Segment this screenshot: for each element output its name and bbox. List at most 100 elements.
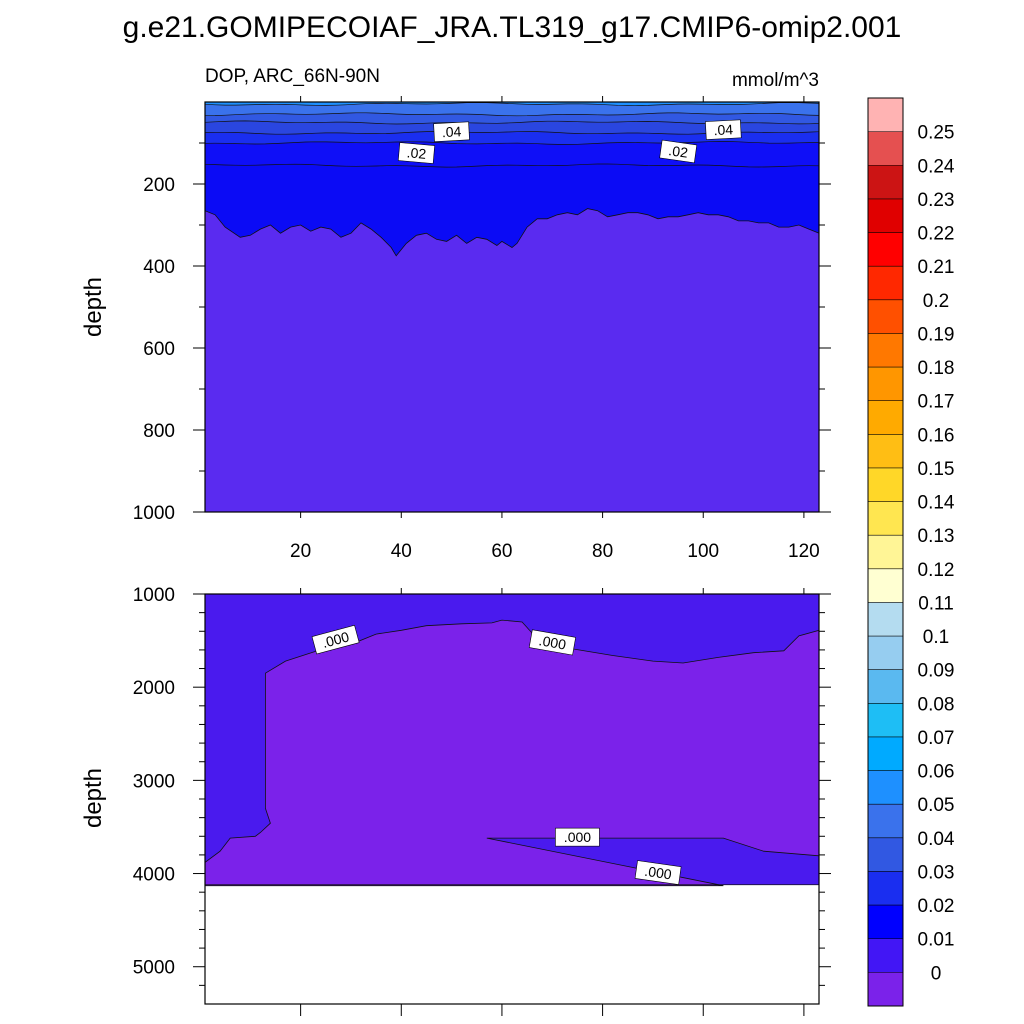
lower-y-tick-label: 5000	[133, 958, 175, 979]
lower-tick-marks: 1000 2000 3000 4000 5000	[133, 585, 831, 1016]
upper-y-tick-label: 800	[143, 421, 175, 442]
svg-text:.04: .04	[441, 123, 461, 140]
colorbar-label: 0.25	[918, 123, 955, 144]
colorbar-swatch	[868, 972, 903, 1007]
variable-label: DOP, ARC_66N-90N	[205, 66, 380, 87]
lower-contour-label: .000	[555, 827, 600, 847]
colorbar-label: 0	[931, 963, 942, 984]
colorbar-label: 0.2	[923, 291, 949, 312]
lower-zero-region	[205, 619, 819, 887]
upper-x-tick-label: 20	[290, 541, 311, 562]
colorbar-swatch	[868, 905, 903, 940]
colorbar-frame	[867, 97, 904, 1007]
upper-contour-fill	[205, 102, 819, 512]
colorbar-label: 0.09	[918, 661, 955, 682]
upper-contour-label: .02	[659, 139, 698, 164]
colorbar-swatch	[868, 434, 903, 469]
upper-band-0	[205, 102, 819, 106]
lower-contour-label: .000	[528, 629, 577, 656]
colorbar-swatch	[868, 501, 903, 536]
svg-text:.02: .02	[406, 144, 427, 162]
colorbar-swatch	[868, 770, 903, 805]
colorbar-label: 0.06	[918, 762, 955, 783]
colorbar: 0.25 0.24 0.23 0.22 0.21 0.2 0.19 0.18 0.17 0.16 0…	[867, 97, 955, 1007]
lower-panel: 1000 2000 3000 4000 5000 .000 .000 .000 .000 de…	[80, 585, 831, 1016]
upper-contour-labels: .04 .04 .02 .02	[397, 119, 742, 164]
colorbar-swatch	[868, 367, 903, 401]
colorbar-label: 0.11	[918, 593, 954, 614]
colorbar-label: 0.07	[918, 728, 955, 749]
colorbar-swatch	[868, 804, 903, 839]
upper-x-tick-label: 40	[391, 541, 412, 562]
colorbar-label: 0.15	[918, 459, 955, 480]
lower-y-tick-label: 1000	[133, 585, 175, 606]
colorbar-label: 0.24	[918, 156, 955, 177]
colorbar-label: 0.05	[918, 795, 955, 816]
colorbar-label: 0.22	[918, 224, 955, 245]
colorbar-swatch	[868, 266, 903, 301]
upper-x-tick-label: 60	[491, 541, 512, 562]
colorbar-label: 0.01	[918, 930, 955, 951]
upper-y-tick-label: 200	[143, 175, 175, 196]
upper-y-tick-label: 600	[143, 339, 175, 360]
colorbar-swatch	[868, 299, 903, 334]
colorbar-label: 0.13	[918, 526, 955, 547]
colorbar-swatch	[868, 333, 903, 368]
colorbar-swatch	[868, 165, 903, 200]
svg-text:.000: .000	[564, 829, 591, 845]
svg-text:.04: .04	[713, 121, 733, 138]
lower-contour-fill	[205, 594, 819, 1004]
colorbar-swatch	[868, 400, 903, 435]
colorbar-swatch	[868, 871, 903, 906]
upper-x-tick-label: 80	[592, 541, 613, 562]
colorbar-label: 0.1	[923, 627, 949, 648]
upper-y-tick-label: 1000	[133, 503, 175, 524]
colorbar-label: 0.21	[918, 257, 955, 278]
upper-x-tick-label: 120	[788, 541, 820, 562]
svg-text:.000: .000	[643, 863, 672, 883]
colorbar-swatch	[868, 669, 903, 704]
upper-y-axis-label: depth	[80, 277, 107, 337]
upper-tick-marks: 20 40 60 80 100 120 200 400 600 800 1000	[133, 96, 831, 562]
colorbar-label: 0.02	[918, 896, 955, 917]
colorbar-label: 0.16	[918, 425, 955, 446]
colorbar-label: 0.14	[918, 493, 955, 514]
colorbar-swatch	[868, 938, 903, 973]
colorbar-swatch	[868, 467, 903, 502]
colorbar-swatch	[868, 535, 903, 570]
colorbar-swatch	[868, 198, 903, 233]
colorbar-label: 0.08	[918, 694, 955, 715]
svg-text:.02: .02	[667, 142, 689, 161]
lower-contour-labels: .000 .000 .000 .000	[311, 624, 682, 885]
svg-text:.000: .000	[538, 632, 568, 653]
upper-panel: 20 40 60 80 100 120 200 400 600 800 1000 .04 .04 .02…	[80, 96, 831, 562]
colorbar-label: 0.23	[918, 190, 955, 211]
upper-contour-label: .04	[433, 121, 470, 142]
colorbar-label: 0.12	[918, 560, 955, 581]
colorbar-swatch	[868, 602, 903, 637]
upper-y-tick-label: 400	[143, 257, 175, 278]
lower-y-tick-label: 3000	[133, 771, 175, 792]
svg-text:.000: .000	[320, 628, 351, 651]
upper-band-1	[205, 102, 819, 117]
lower-y-tick-label: 4000	[133, 865, 175, 886]
colorbar-swatch	[868, 736, 903, 771]
units-label: mmol/m^3	[732, 70, 819, 91]
colorbar-swatch	[868, 568, 903, 603]
colorbar-swatch	[868, 232, 903, 267]
upper-x-tick-label: 100	[687, 541, 719, 562]
colorbar-swatch	[868, 703, 903, 738]
lower-contour-label: .000	[311, 624, 360, 655]
colorbar-swatch	[868, 98, 903, 132]
colorbar-label: 0.18	[918, 358, 955, 379]
upper-contour-label: .02	[397, 142, 436, 164]
lower-y-axis-label: depth	[80, 768, 107, 828]
colorbar-swatch	[868, 837, 903, 872]
colorbar-label: 0.19	[918, 324, 955, 345]
colorbar-label: 0.17	[918, 392, 955, 413]
lower-y-tick-label: 2000	[133, 678, 175, 699]
colorbar-label: 0.04	[918, 829, 955, 850]
colorbar-swatch	[868, 636, 903, 671]
colorbar-label: 0.03	[918, 862, 955, 883]
